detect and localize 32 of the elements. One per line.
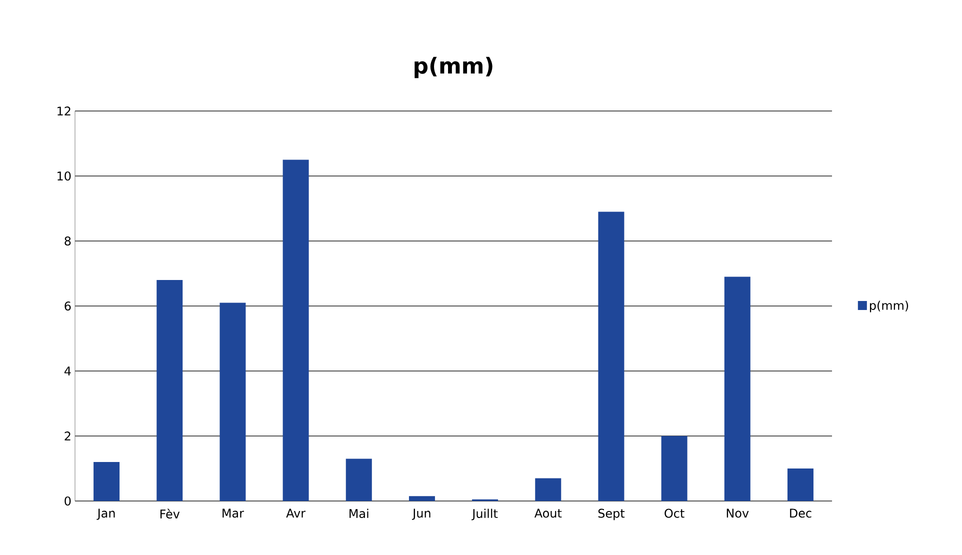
bar (661, 436, 688, 501)
y-tick-label: 4 (64, 366, 71, 376)
x-tick-label: Juillt (472, 508, 498, 520)
x-tick-label: Mai (350, 508, 368, 518)
y-tick-label: 6 (64, 301, 71, 311)
x-tick-label: Dec (790, 508, 812, 518)
x-tick-label: Jun (412, 508, 430, 520)
legend-label: p(mm) (870, 300, 908, 312)
y-tick-label: 10 (58, 171, 71, 181)
x-tick-label: Nov (726, 508, 749, 518)
bar (724, 276, 750, 501)
bar (220, 302, 246, 501)
bar (156, 280, 183, 501)
x-tick-label: Mar (222, 508, 244, 518)
x-tick-label: Fèv (160, 508, 180, 519)
bar (535, 478, 562, 501)
bar (408, 496, 435, 501)
bar (282, 160, 309, 501)
x-tick-label: Aout (534, 508, 562, 518)
y-tick-label: 8 (64, 236, 71, 246)
bar (598, 212, 624, 501)
chart-title: p(mm) (414, 56, 492, 78)
x-tick-label: Avr (286, 508, 306, 518)
bar (94, 462, 120, 501)
x-tick-label: Sept (598, 508, 625, 520)
bar (346, 458, 372, 501)
y-tick-label: 0 (64, 496, 71, 506)
x-tick-label: Jan (96, 508, 115, 520)
bar (787, 468, 814, 501)
y-tick-label: 2 (64, 432, 70, 440)
y-tick-label: 12 (58, 106, 70, 116)
x-tick-label: Oct (664, 508, 684, 518)
